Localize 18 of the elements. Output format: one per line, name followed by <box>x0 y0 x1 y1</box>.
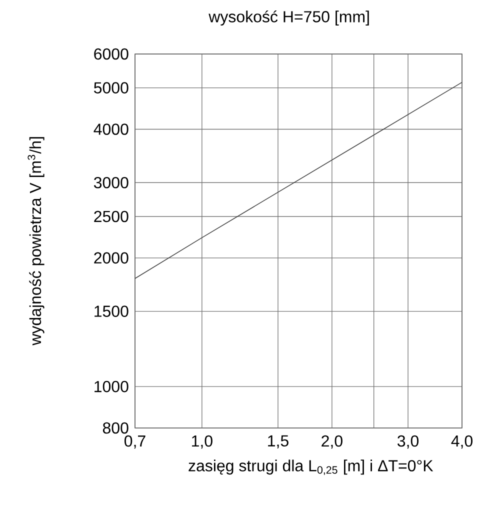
chart-title: wysokość H=750 [mm] <box>208 10 369 26</box>
y-tick-label: 2500 <box>94 210 128 222</box>
y-tick-label: 1500 <box>94 306 128 317</box>
y-tick-label: 6000 <box>94 48 128 60</box>
y-tick-label: 2000 <box>94 252 128 264</box>
y-tick-label: 1000 <box>94 380 128 392</box>
x-tick-label: 1,5 <box>268 435 288 448</box>
x-tick-label: 1,0 <box>192 435 212 449</box>
y-tick-label: 3000 <box>94 176 128 188</box>
x-tick-label: 2,0 <box>322 435 342 449</box>
y-tick-label: 4000 <box>94 124 128 135</box>
x-axis-title: zasięg strugi dla L$_{0,25}$ [m] i ΔT=0°K <box>188 460 434 476</box>
y-tick-label: 800 <box>102 422 128 434</box>
y-axis-title: wydajność powietrza V [m$^{3}$/h] <box>28 137 44 346</box>
x-tick-label: 0,7 <box>124 435 146 449</box>
x-tick-label: 4,0 <box>451 435 473 449</box>
y-tick-label: 5000 <box>94 82 128 94</box>
x-tick-label: 3,0 <box>398 435 419 449</box>
